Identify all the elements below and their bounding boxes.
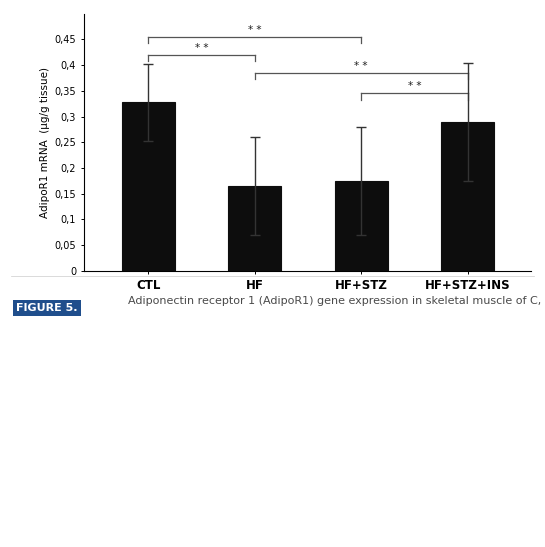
Text: * *: * *	[195, 43, 208, 53]
Y-axis label: AdipoR1 mRNA  (µg/g tissue): AdipoR1 mRNA (µg/g tissue)	[40, 67, 50, 218]
Bar	[335, 181, 387, 271]
Text: * *: * *	[248, 25, 262, 35]
Text: FIGURE 5.: FIGURE 5.	[16, 303, 78, 313]
Text: * *: * *	[408, 82, 421, 91]
Bar	[441, 121, 494, 271]
Bar	[122, 102, 175, 271]
Bar	[228, 186, 281, 271]
Text: * *: * *	[354, 61, 368, 71]
Text: Adiponectin receptor 1 (AdipoR1) gene expression in skeletal muscle of C, HF, HF: Adiponectin receptor 1 (AdipoR1) gene ex…	[128, 296, 545, 306]
